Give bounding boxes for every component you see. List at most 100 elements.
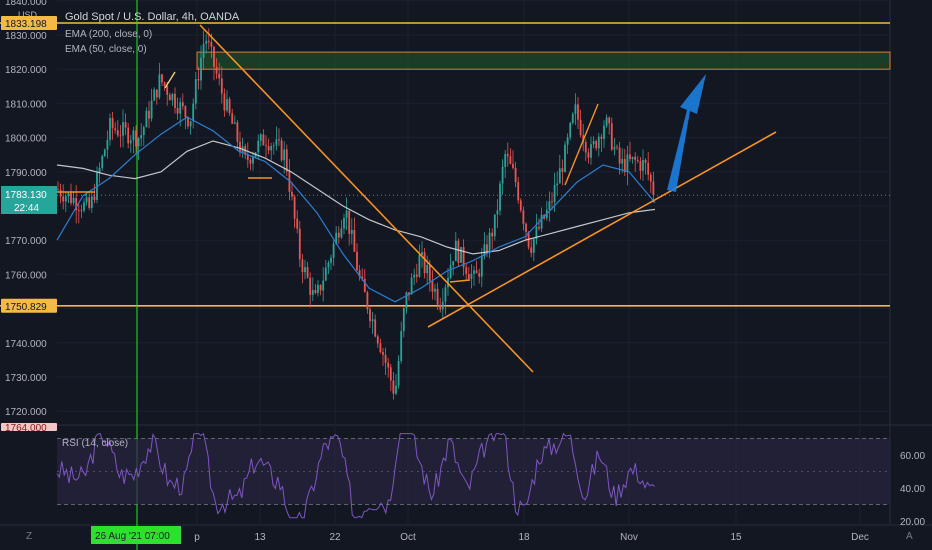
candle-body <box>631 156 634 160</box>
candle-body <box>532 239 535 253</box>
candle-body <box>634 156 637 160</box>
candle-body <box>142 127 145 136</box>
candle-body <box>384 354 387 363</box>
countdown-badge: 22:44 <box>14 203 39 214</box>
candle-body <box>499 183 501 211</box>
candle-body <box>158 74 161 98</box>
time-tick-label: 18 <box>518 532 530 543</box>
candle-body <box>57 188 59 190</box>
candle-body <box>145 110 148 128</box>
candle-body <box>501 166 504 184</box>
candle-body <box>93 196 96 200</box>
candle-body <box>129 140 132 144</box>
ema200-line <box>56 140 656 255</box>
candle-body <box>280 140 283 161</box>
candle-body <box>327 262 330 268</box>
candle-body <box>387 362 390 368</box>
candle-body <box>556 183 559 186</box>
chart-title: Gold Spot / U.S. Dollar, 4h, OANDA <box>65 11 240 23</box>
candle-body <box>514 167 517 183</box>
candles-group <box>57 28 655 400</box>
candle-body <box>233 122 236 124</box>
candle-body <box>226 99 228 111</box>
ema50-line <box>56 116 656 303</box>
price-tick-label: 1790.000 <box>5 168 47 179</box>
top-level-badge: 1833.198 <box>5 19 47 30</box>
candle-body <box>114 128 117 131</box>
candle-body <box>358 270 361 277</box>
candle-body <box>70 192 72 204</box>
candle-body <box>345 210 348 218</box>
candle-body <box>88 197 91 208</box>
price-tick-label: 1770.000 <box>5 236 47 247</box>
candle-body <box>434 288 436 292</box>
candle-body <box>428 264 431 281</box>
candle-body <box>187 117 189 127</box>
candle-body <box>288 171 291 192</box>
candle-body <box>590 144 592 158</box>
candle-body <box>475 270 478 274</box>
candle-body <box>267 146 270 151</box>
candle-body <box>512 163 514 168</box>
candle-body <box>415 274 418 277</box>
price-tick-label: 1800.000 <box>5 134 47 145</box>
candle-body <box>517 182 520 201</box>
candle-body <box>418 254 421 277</box>
candle-body <box>449 265 452 278</box>
candle-body <box>194 79 197 104</box>
candle-body <box>564 144 566 172</box>
candle-body <box>579 119 582 136</box>
candle-body <box>166 85 169 95</box>
candle-body <box>231 113 234 124</box>
candle-body <box>366 292 369 310</box>
bullish-arrow <box>667 74 706 192</box>
candle-body <box>402 308 405 332</box>
candle-body <box>649 174 652 182</box>
candle-body <box>340 228 343 238</box>
candle-body <box>137 138 140 147</box>
support-level-badge: 1750.829 <box>5 302 47 313</box>
candle-body <box>153 89 156 101</box>
auto-scale-label[interactable]: A <box>906 531 913 542</box>
time-tick-label: 13 <box>254 532 266 543</box>
candle-body <box>652 181 655 196</box>
candle-body <box>431 280 434 292</box>
candle-body <box>538 226 540 229</box>
candle-body <box>600 136 603 139</box>
candle-body <box>200 57 202 81</box>
candle-body <box>421 252 423 255</box>
candle-body <box>423 252 426 274</box>
crosshair-date-tag: 26 Aug '21 07:00 <box>95 531 170 542</box>
ascending-trendline <box>427 131 777 328</box>
crosshair-date-tag-bg <box>91 526 181 544</box>
candle-body <box>262 134 265 146</box>
candle-body <box>584 142 587 153</box>
candle-body <box>644 159 647 163</box>
candle-body <box>283 149 286 161</box>
candle-body <box>77 210 80 211</box>
candle-body <box>168 94 171 101</box>
candle-body <box>111 117 114 129</box>
annotation-tick <box>564 103 599 186</box>
candle-body <box>218 73 221 79</box>
rsi-tick-label: 60.00 <box>900 451 925 462</box>
legend-ema50: EMA (50, close, 0) <box>65 44 147 55</box>
candle-body <box>59 189 62 197</box>
candle-body <box>436 288 439 305</box>
candle-body <box>636 159 639 162</box>
candle-body <box>64 196 67 202</box>
candle-body <box>480 256 483 277</box>
candle-body <box>278 139 280 141</box>
zoom-label[interactable]: Z <box>26 531 32 542</box>
candle-body <box>488 232 491 254</box>
candle-body <box>220 78 223 94</box>
candle-body <box>304 267 306 273</box>
candle-body <box>122 122 124 136</box>
rsi-tick-label: 40.00 <box>900 484 925 495</box>
candle-body <box>457 240 460 263</box>
candle-body <box>519 200 522 211</box>
candle-body <box>140 135 143 139</box>
